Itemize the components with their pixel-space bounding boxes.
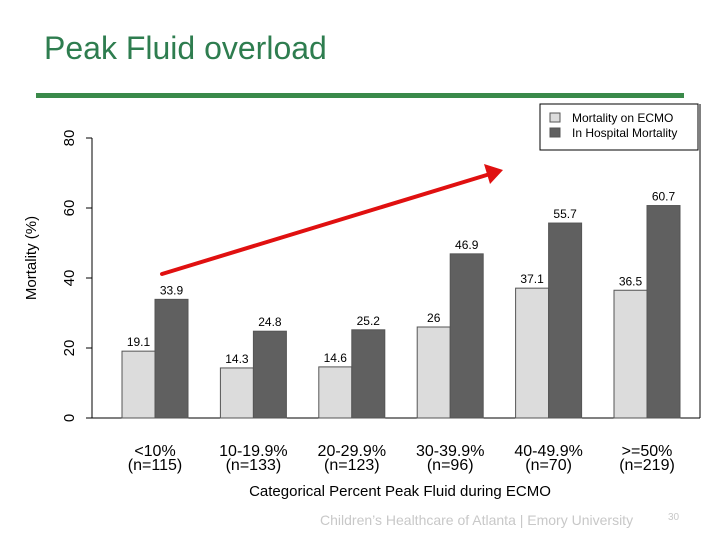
bar-mortality-on-ecmo [613,289,648,419]
x-tick-label: 20-29.9% [318,443,387,460]
data-label: 14.3 [225,352,249,366]
title-divider [36,93,684,98]
y-tick-label: 60 [61,200,78,217]
x-tick-sublabel: (n=219) [619,457,675,474]
legend-label: Mortality on ECMO [572,111,673,125]
bar-mortality-on-ecmo [318,366,353,419]
bar-mortality-on-ecmo [515,287,550,419]
x-tick-label: 40-49.9% [514,443,583,460]
x-tick-label: <10% [134,443,175,460]
bar-mortality-on-ecmo [416,326,451,419]
x-axis-label: Categorical Percent Peak Fluid during EC… [249,483,551,500]
legend-swatch-ecmo [549,112,561,123]
data-label: 26 [427,311,441,325]
bar-in-hospital-mortality [449,253,484,419]
x-tick-sublabel: (n=133) [226,457,282,474]
data-label: 25.2 [357,314,381,328]
data-label: 14.6 [324,351,348,365]
bar-mortality-on-ecmo [219,367,254,419]
legend-swatch-hospital [549,127,561,138]
data-label: 37.1 [520,272,544,286]
x-tick-sublabel: (n=115) [128,457,182,474]
bar-in-hospital-mortality [252,330,287,419]
y-axis-label: Mortality (%) [23,216,40,300]
y-tick-label: 0 [61,414,78,422]
slide-title: Peak Fluid overload [44,30,327,66]
legend-box [539,103,699,151]
slide-number: 30 [668,512,680,523]
bar-in-hospital-mortality [154,298,189,419]
footer-institution: Children’s Healthcare of Atlanta | Emory… [320,512,634,528]
data-label: 33.9 [160,283,184,297]
bar-in-hospital-mortality [548,222,583,419]
y-tick-label: 40 [61,270,78,287]
x-tick-sublabel: (n=96) [427,457,474,474]
bar-in-hospital-mortality [646,205,681,419]
x-tick-label: 10-19.9% [219,443,288,460]
bar-mortality-on-ecmo [121,350,156,419]
data-label: 46.9 [455,238,479,252]
y-tick-label: 20 [61,340,78,357]
x-tick-sublabel: (n=70) [525,457,572,474]
data-label: 60.7 [652,190,676,204]
x-tick-sublabel: (n=123) [324,457,380,474]
trend-arrow-shaft [160,172,492,276]
x-tick-label: 30-39.9% [416,443,485,460]
trend-arrow-head [484,164,503,184]
bar-in-hospital-mortality [351,329,386,419]
data-label: 24.8 [258,315,282,329]
y-tick-label: 80 [61,130,78,147]
x-tick-label: >=50% [622,443,673,460]
data-label: 55.7 [553,207,577,221]
legend-label: In Hospital Mortality [572,126,677,140]
data-label: 36.5 [619,274,643,288]
data-label: 19.1 [127,335,151,349]
